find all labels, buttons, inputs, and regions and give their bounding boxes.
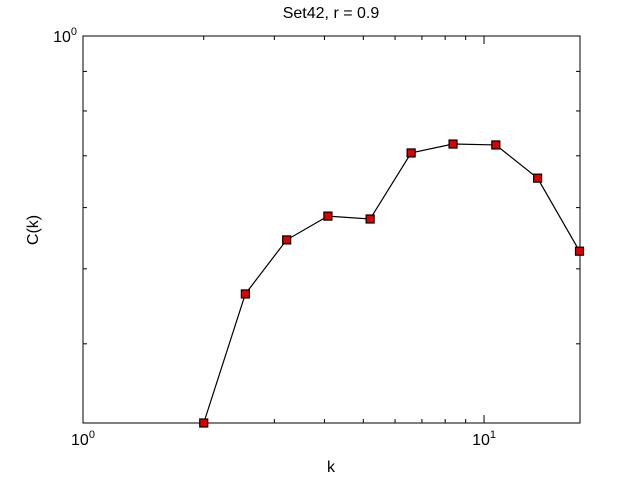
marker xyxy=(448,139,458,149)
y-tick-label: 100 xyxy=(53,26,77,46)
marker xyxy=(574,246,585,256)
x-tick-label: 100 xyxy=(71,429,95,449)
marker xyxy=(365,214,375,224)
x-axis-label: k xyxy=(327,459,336,476)
chart-title: Set42, r = 0.9 xyxy=(283,5,380,22)
x-tick-label: 101 xyxy=(472,429,496,449)
series-line xyxy=(203,143,581,424)
marker xyxy=(282,235,292,245)
plot-area xyxy=(82,35,581,424)
marker xyxy=(491,140,501,150)
marker xyxy=(406,148,416,158)
marker xyxy=(240,289,250,299)
marker xyxy=(323,211,333,221)
marker xyxy=(199,418,209,428)
y-axis-label: C(k) xyxy=(25,215,42,245)
marker xyxy=(532,173,543,183)
